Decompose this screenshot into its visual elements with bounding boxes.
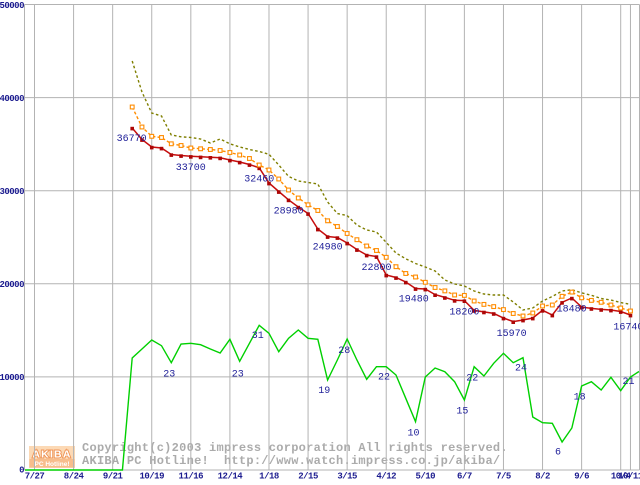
svg-text:16740: 16740 <box>613 323 640 334</box>
svg-text:9/21: 9/21 <box>103 472 124 481</box>
svg-text:6: 6 <box>555 448 561 459</box>
svg-text:10/4: 10/4 <box>611 472 632 481</box>
svg-text:0: 0 <box>19 466 24 476</box>
svg-text:PC Hotline!: PC Hotline! <box>34 461 69 468</box>
svg-text:28: 28 <box>338 346 350 357</box>
svg-text:1/18: 1/18 <box>259 472 279 481</box>
svg-text:AKIBA: AKIBA <box>32 449 71 461</box>
svg-text:18200: 18200 <box>449 307 479 318</box>
svg-text:20000: 20000 <box>0 280 24 290</box>
svg-text:8/24: 8/24 <box>64 472 85 481</box>
svg-text:6/7: 6/7 <box>457 472 472 481</box>
svg-text:7/5: 7/5 <box>496 472 511 481</box>
svg-text:10/11: 10/11 <box>618 472 640 481</box>
svg-text:22: 22 <box>378 373 390 384</box>
svg-text:8/2: 8/2 <box>535 472 550 481</box>
svg-text:24980: 24980 <box>313 243 343 254</box>
svg-text:18480: 18480 <box>557 304 587 315</box>
svg-text:15: 15 <box>456 407 468 418</box>
svg-text:19480: 19480 <box>399 294 429 305</box>
svg-text:18: 18 <box>574 393 586 404</box>
svg-text:24: 24 <box>515 364 527 375</box>
svg-text:23: 23 <box>163 369 175 380</box>
svg-text:22800: 22800 <box>362 263 392 274</box>
svg-text:23: 23 <box>232 369 244 380</box>
svg-text:40000: 40000 <box>0 94 24 104</box>
svg-text:11/16: 11/16 <box>179 472 204 481</box>
svg-text:30000: 30000 <box>0 187 24 197</box>
svg-text:2/15: 2/15 <box>298 472 318 481</box>
svg-text:9/6: 9/6 <box>574 472 589 481</box>
svg-text:50000: 50000 <box>0 1 24 11</box>
svg-text:3/15: 3/15 <box>337 472 357 481</box>
svg-text:4/12: 4/12 <box>376 472 396 481</box>
svg-text:10: 10 <box>408 429 420 440</box>
svg-text:19: 19 <box>318 386 330 397</box>
svg-text:AKIBA PC Hotline! http://www.: AKIBA PC Hotline! http://www.watch.impre… <box>82 454 500 468</box>
svg-text:33700: 33700 <box>176 163 206 174</box>
svg-text:22: 22 <box>466 374 478 385</box>
svg-text:AKIBA: AKIBA <box>32 449 71 461</box>
svg-text:12/14: 12/14 <box>218 472 244 481</box>
svg-text:21: 21 <box>623 377 635 388</box>
svg-text:10000: 10000 <box>0 373 24 383</box>
svg-text:7/27: 7/27 <box>25 472 45 481</box>
svg-text:Copyright(c)2003 impress corpo: Copyright(c)2003 impress corporation All… <box>82 441 508 455</box>
svg-text:36770: 36770 <box>117 134 147 145</box>
svg-text:5/10: 5/10 <box>415 472 435 481</box>
svg-text:31: 31 <box>252 331 264 342</box>
svg-text:15970: 15970 <box>497 329 527 340</box>
svg-text:28980: 28980 <box>274 207 304 218</box>
svg-text:32460: 32460 <box>244 174 274 185</box>
svg-text:10/19: 10/19 <box>139 472 164 481</box>
